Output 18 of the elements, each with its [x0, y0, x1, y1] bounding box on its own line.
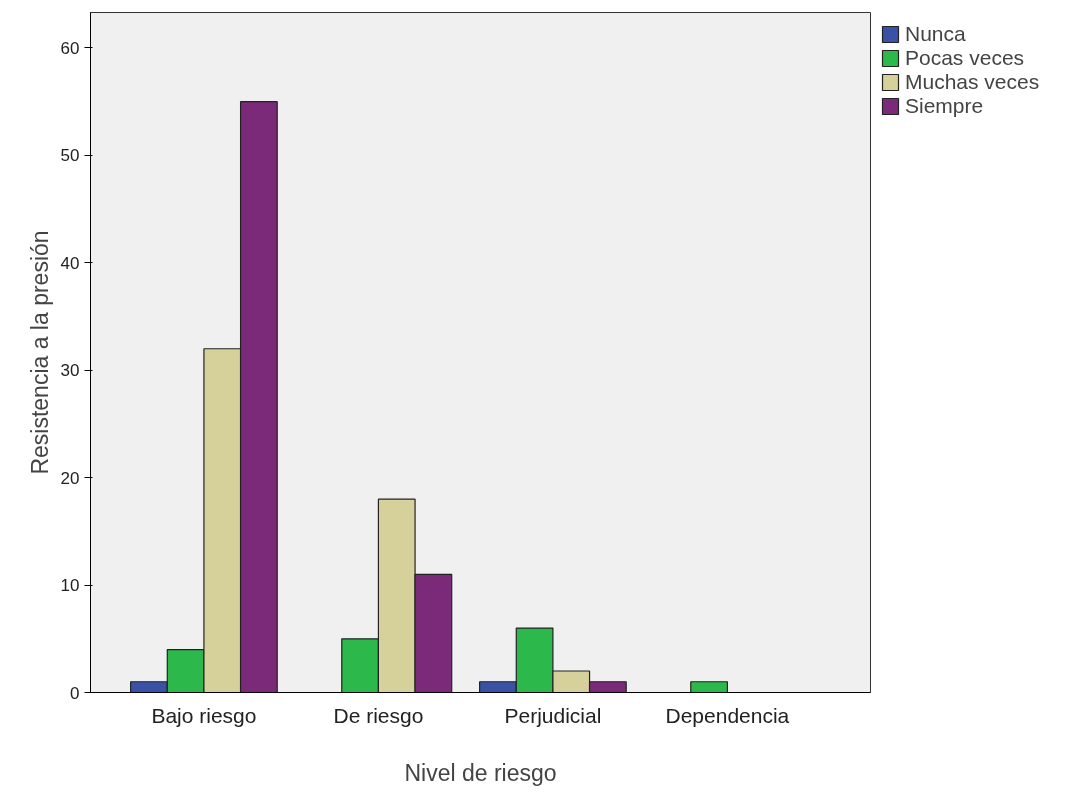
y-axis-title: Resistencia a la presión — [26, 230, 53, 475]
x-tick-label: Perjudicial — [504, 703, 602, 727]
x-tick-label: De riesgo — [333, 703, 424, 727]
y-tick-label: 40 — [60, 253, 80, 273]
y-tick-label: 0 — [70, 683, 80, 703]
legend-label: Siempre — [905, 94, 984, 118]
bar — [690, 681, 729, 693]
legend-label: Muchas veces — [905, 70, 1040, 94]
y-tick-label: 30 — [60, 361, 80, 381]
y-tick-label: 10 — [60, 576, 80, 596]
legend-label: Pocas veces — [905, 46, 1025, 70]
y-tick-label: 60 — [60, 38, 80, 58]
legend-label: Nunca — [905, 22, 966, 46]
x-tick-label: Bajo riesgo — [151, 703, 257, 727]
x-tick-label: Dependencia — [665, 703, 790, 727]
y-tick-label: 50 — [60, 146, 80, 166]
x-axis-title: Nivel de riesgo — [404, 759, 557, 786]
y-tick-label: 20 — [60, 468, 80, 488]
